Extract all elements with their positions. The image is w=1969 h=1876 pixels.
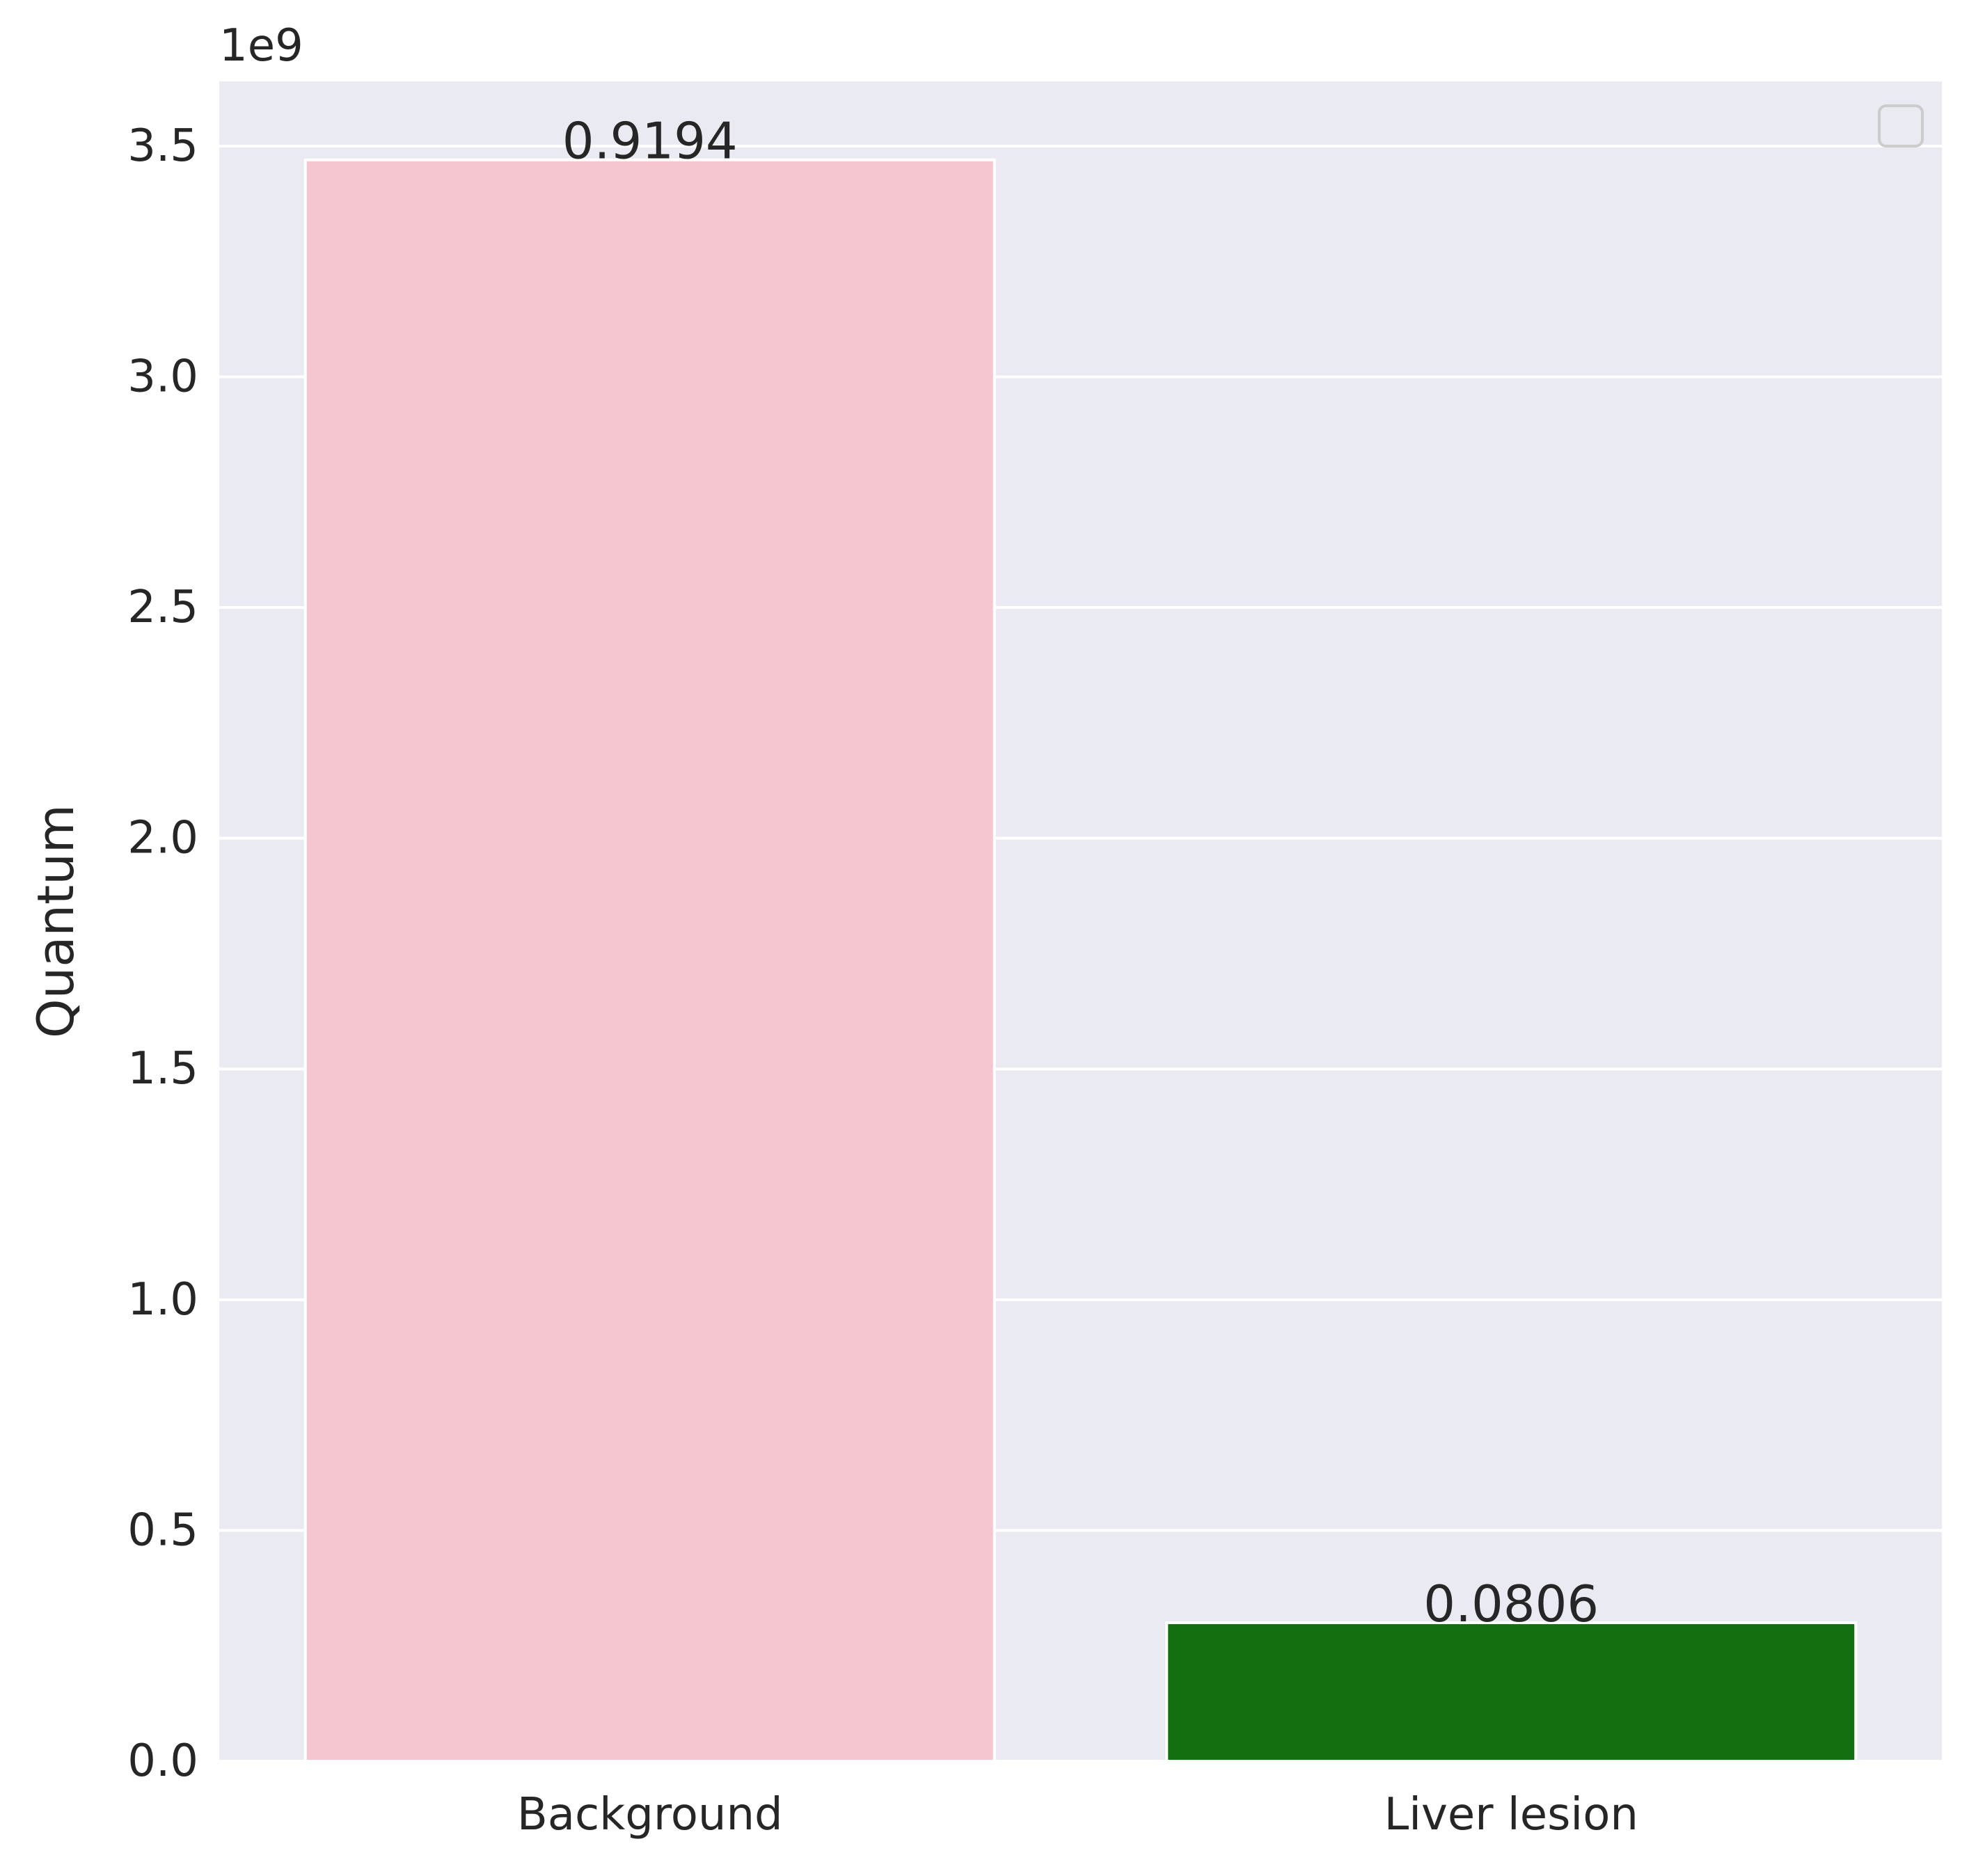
- y-axis-offset-text: 1e9: [219, 20, 303, 72]
- y-tick-label: 0.0: [127, 1735, 198, 1787]
- y-axis-ticks: 0.0 0.5 1.0 1.5 2.0 2.5 3.0 3.5: [127, 120, 198, 1787]
- bar: [1165, 1621, 1858, 1763]
- x-tick-label: Background: [517, 1789, 783, 1841]
- y-tick-label: 3.5: [127, 120, 198, 172]
- y-axis-label: Quantum: [26, 804, 85, 1038]
- x-tick-label: Liver lesion: [1384, 1789, 1638, 1841]
- y-tick-label: 1.0: [127, 1274, 198, 1326]
- data-label: 0.0806: [1423, 1575, 1599, 1633]
- data-label: 0.9194: [562, 112, 738, 170]
- y-tick-label: 0.5: [127, 1504, 198, 1556]
- data-labels: 0.9194 0.0806: [562, 112, 1599, 1633]
- y-tick-label: 2.5: [127, 582, 198, 633]
- y-tick-label: 3.0: [127, 351, 198, 402]
- y-tick-label: 2.0: [127, 813, 198, 864]
- bar: [303, 158, 996, 1763]
- bars: [303, 158, 1858, 1763]
- y-tick-label: 1.5: [127, 1043, 198, 1095]
- x-axis-ticks: Background Liver lesion: [517, 1789, 1638, 1841]
- legend-box: [1878, 104, 1924, 148]
